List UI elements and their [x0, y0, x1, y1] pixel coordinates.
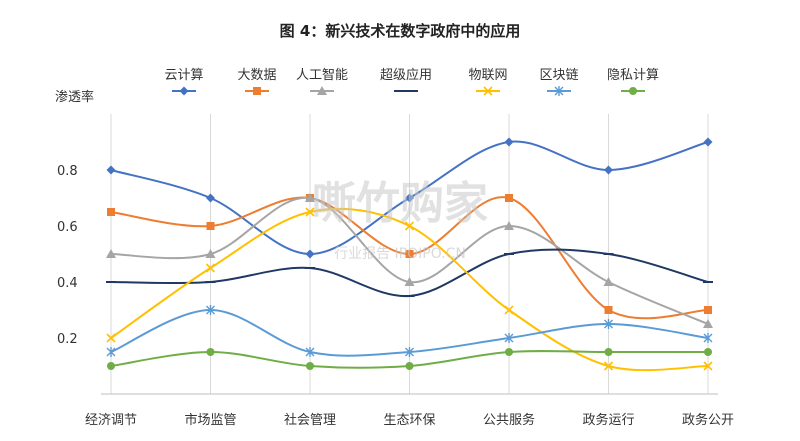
legend-swatch-marker	[483, 86, 493, 96]
data-point	[405, 250, 414, 258]
y-axis-ticks: 0.2 0.4 0.6 0.8	[57, 164, 78, 347]
y-tick-label: 0.8	[57, 164, 78, 179]
data-point	[107, 208, 115, 216]
data-point	[504, 305, 514, 315]
data-point	[604, 348, 613, 356]
data-point	[704, 306, 712, 314]
legend-swatch-marker	[317, 86, 327, 95]
y-tick-label: 0.4	[57, 276, 78, 291]
legend-item: 超级应用	[380, 67, 432, 92]
x-tick-label: 公共服务	[483, 412, 535, 428]
legend-label: 区块链	[539, 68, 578, 83]
data-point	[504, 333, 514, 343]
legend-label: 物联网	[468, 68, 507, 83]
data-point	[703, 333, 713, 343]
data-point	[106, 333, 116, 343]
data-point	[107, 362, 115, 370]
watermark: 嘶竹购家 行业报告 IPOIPO.CN	[312, 178, 488, 262]
legend-item: 人工智能	[296, 68, 348, 95]
data-point	[305, 249, 315, 259]
data-point	[405, 193, 414, 203]
legend: 云计算 大数据 人工智能 超级应用 物联网 区块链 隐私计算	[164, 67, 659, 96]
y-tick-label: 0.2	[57, 332, 78, 347]
legend-item: 物联网	[468, 68, 508, 96]
series-group	[106, 137, 713, 372]
y-axis-title: 渗透率	[55, 89, 94, 105]
legend-label: 隐私计算	[607, 68, 659, 83]
x-tick-label: 社会管理	[284, 412, 336, 428]
data-point	[306, 362, 314, 370]
data-point	[206, 348, 215, 356]
data-point	[405, 362, 414, 370]
legend-item: 区块链	[539, 68, 579, 96]
series-物联网	[106, 207, 713, 372]
data-point	[405, 347, 414, 357]
data-point	[305, 347, 315, 357]
data-point	[604, 306, 613, 314]
series-云计算	[106, 137, 713, 259]
data-point	[206, 193, 215, 203]
data-point	[703, 361, 713, 371]
series-区块链	[106, 305, 713, 357]
data-point	[205, 249, 216, 258]
x-tick-label: 政务公开	[682, 412, 734, 428]
legend-swatch-marker	[554, 86, 564, 96]
legend-swatch-marker	[629, 87, 637, 95]
data-point	[106, 249, 116, 258]
data-point	[305, 207, 315, 217]
data-point	[505, 348, 513, 356]
data-point	[703, 319, 713, 328]
legend-label: 云计算	[164, 68, 203, 83]
data-point	[504, 221, 514, 230]
data-point	[603, 361, 614, 371]
data-point	[206, 305, 215, 315]
legend-label: 人工智能	[296, 68, 348, 83]
x-axis-ticks: 经济调节 市场监管 社会管理 生态环保 公共服务 政务运行 政务公开	[85, 412, 734, 428]
legend-label: 大数据	[237, 68, 276, 83]
data-point	[505, 194, 513, 202]
x-tick-label: 市场监管	[184, 412, 236, 428]
data-point	[604, 319, 613, 329]
data-point	[305, 193, 315, 202]
legend-item: 大数据	[237, 68, 277, 95]
x-tick-label: 政务运行	[582, 412, 634, 428]
data-point	[106, 165, 116, 175]
y-tick-label: 0.6	[57, 220, 78, 235]
data-point	[404, 277, 415, 286]
data-point	[404, 221, 415, 231]
legend-label: 超级应用	[380, 67, 432, 83]
data-point	[703, 137, 713, 147]
data-point	[206, 222, 215, 230]
watermark-logo-text: 嘶竹购家	[312, 178, 488, 229]
series-隐私计算	[107, 348, 712, 370]
data-point	[704, 348, 712, 356]
data-point	[604, 165, 613, 175]
x-tick-label: 经济调节	[85, 413, 137, 428]
series-人工智能	[106, 193, 713, 328]
legend-swatch-marker	[253, 87, 261, 95]
watermark-subtext: 行业报告 IPOIPO.CN	[334, 246, 466, 262]
data-point	[504, 137, 514, 147]
legend-item: 隐私计算	[607, 68, 659, 95]
series-超级应用	[106, 248, 713, 298]
data-point	[106, 347, 116, 357]
data-point	[205, 263, 216, 273]
legend-swatch-marker	[179, 86, 189, 96]
legend-item: 云计算	[164, 68, 204, 96]
chart-title: 图 4：新兴技术在数字政府中的应用	[280, 22, 521, 40]
data-point	[603, 277, 614, 286]
x-tick-label: 生态环保	[383, 413, 435, 428]
